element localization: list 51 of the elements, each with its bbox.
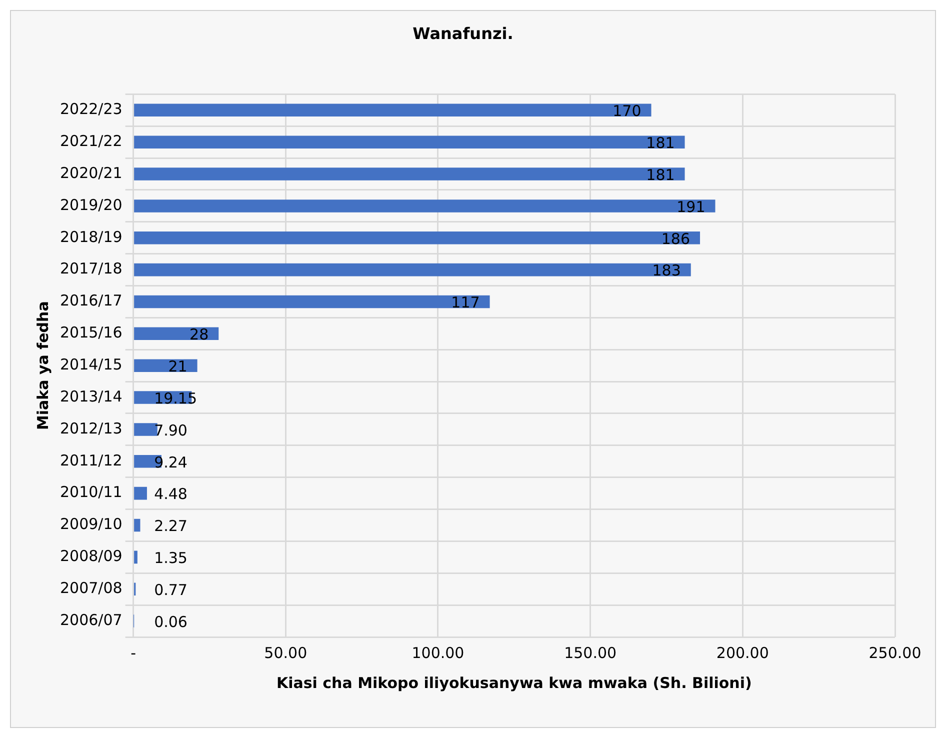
- x-tick-label: -: [130, 644, 136, 662]
- y-tick-label: 2022/23: [60, 100, 122, 118]
- data-label: 186: [661, 230, 690, 248]
- data-label: 28: [190, 326, 209, 344]
- bar: [134, 200, 716, 212]
- chart-title: Wanafunzi.: [412, 24, 514, 43]
- data-label: 0.77: [154, 580, 188, 599]
- data-label: 183: [652, 262, 681, 280]
- y-tick-label: 2021/22: [60, 132, 122, 150]
- y-tick-label: 2014/15: [60, 355, 122, 374]
- x-tick-label: 150.00: [564, 644, 617, 662]
- y-axis-title: Miaka ya fedha: [34, 301, 52, 430]
- data-label: 117: [451, 294, 480, 312]
- bar: [134, 518, 140, 532]
- data-label: 4.48: [154, 485, 188, 504]
- x-tick-label: 250.00: [868, 644, 922, 662]
- y-tick-label: 2009/10: [60, 515, 122, 534]
- bar: [134, 104, 652, 117]
- data-label: 0.06: [154, 612, 188, 631]
- bar: [134, 263, 691, 276]
- y-tick-label: 2011/12: [60, 451, 122, 470]
- bar: [134, 295, 490, 308]
- data-label: 1.35: [154, 549, 188, 568]
- y-tick-label: 2007/08: [60, 578, 122, 597]
- bar: [134, 136, 685, 148]
- y-tick-label: 2019/20: [60, 196, 122, 214]
- bar: [134, 486, 147, 500]
- x-tick-label: 200.00: [716, 644, 769, 662]
- y-tick-label: 2006/07: [60, 610, 122, 629]
- data-label: 2.27: [154, 517, 188, 536]
- data-label: 181: [646, 134, 675, 152]
- y-tick-label: 2008/09: [60, 547, 122, 566]
- y-tick-label: 2018/19: [60, 228, 122, 246]
- y-tick-label: 2016/17: [60, 292, 122, 310]
- data-label: 170: [612, 102, 642, 120]
- bar: [134, 550, 138, 564]
- y-tick-label: 2017/18: [60, 260, 122, 278]
- x-axis-title: Kiasi cha Mikopo iliyokusanywa kwa mwaka (Sh. Bilioni): [276, 674, 752, 692]
- bar: [134, 231, 700, 244]
- bar: [134, 168, 685, 180]
- y-tick-label: 2020/21: [60, 164, 122, 182]
- data-label: 181: [646, 166, 675, 184]
- data-label: 191: [676, 198, 706, 216]
- bar: [134, 359, 198, 372]
- y-tick-label: 2015/16: [60, 324, 122, 342]
- x-tick-label: 100.00: [412, 644, 464, 662]
- data-label: 21: [168, 357, 188, 376]
- x-tick-label: 50.00: [264, 644, 308, 662]
- y-tick-label: 2013/14: [60, 387, 122, 406]
- y-tick-label: 2012/13: [60, 419, 122, 438]
- y-tick-label: 2010/11: [60, 483, 122, 502]
